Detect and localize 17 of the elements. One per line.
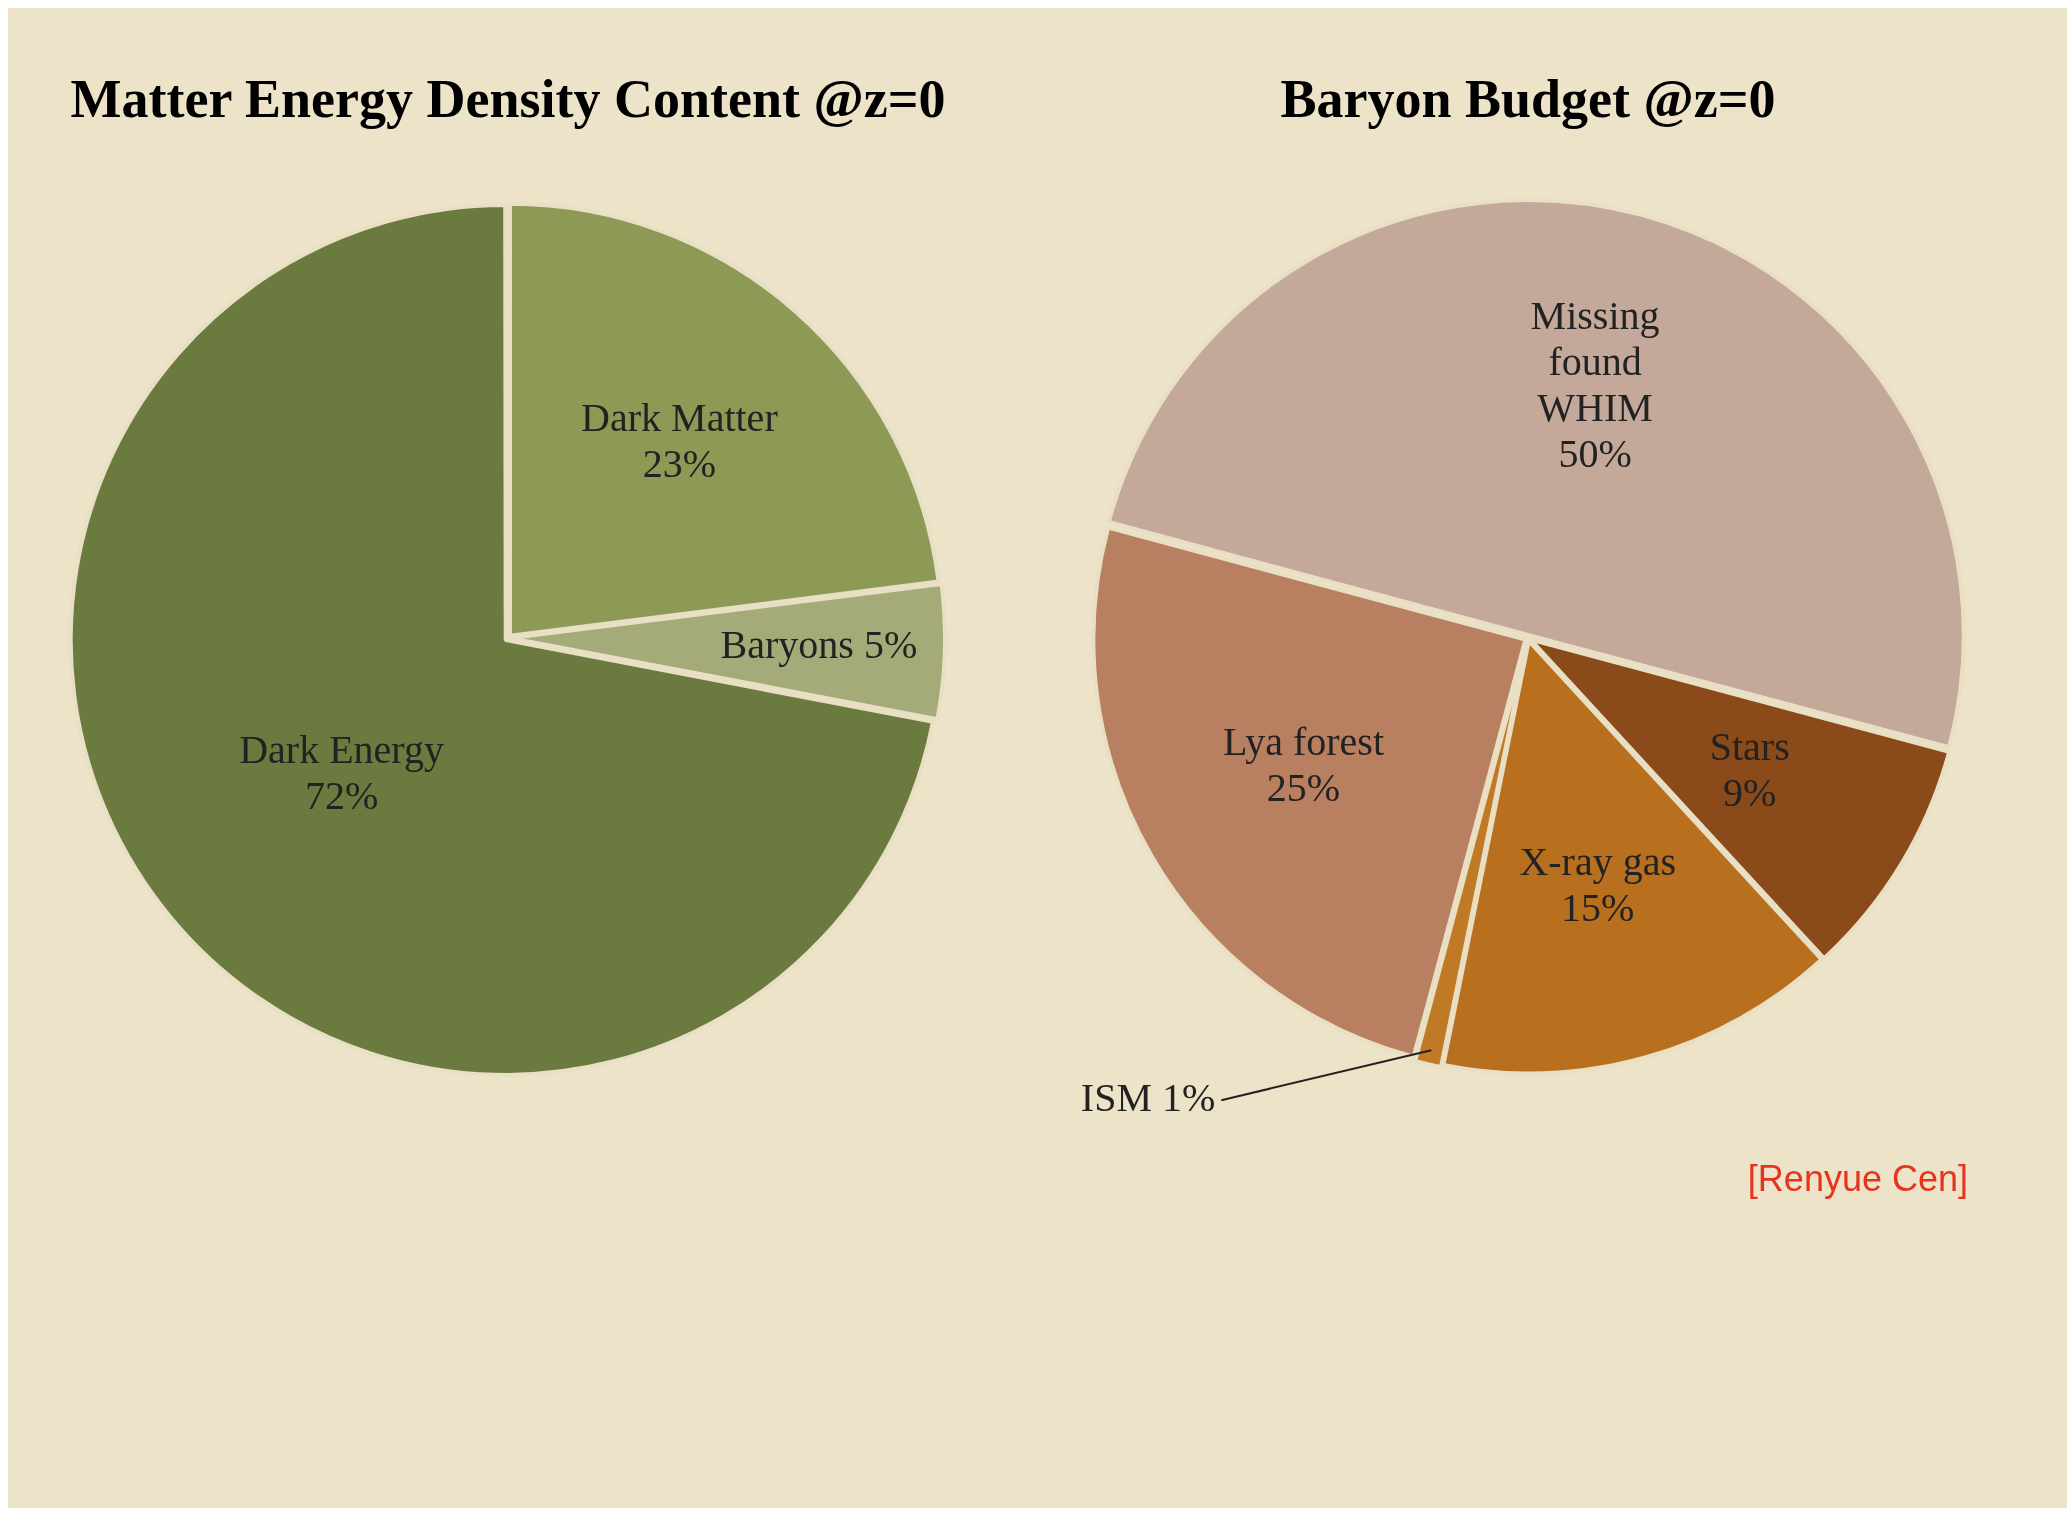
- slice-label: Lya forest: [1222, 719, 1385, 765]
- slice-label: Missing found WHIM: [1530, 293, 1660, 431]
- slice-label: X-ray gas: [1519, 839, 1677, 885]
- slice-label: ISM 1%: [1080, 1074, 1216, 1120]
- slice-label: Dark Energy: [239, 727, 444, 773]
- data-label: 50%: [1558, 431, 1632, 477]
- data-label: 25%: [1266, 765, 1341, 811]
- data-label: 23%: [642, 441, 717, 487]
- data-label: 72%: [304, 773, 379, 819]
- slice-label: Stars: [1709, 723, 1790, 769]
- chart-title: Matter Energy Density Content @z=0: [69, 68, 947, 131]
- data-label: 15%: [1561, 885, 1635, 931]
- chart-title: Baryon Budget @z=0: [1279, 68, 1777, 131]
- text: [Renyue Cen]: [1746, 1158, 1968, 1200]
- data-label: 9%: [1723, 769, 1777, 815]
- slice-label: Baryons 5%: [720, 622, 918, 668]
- slice-label: Dark Matter: [581, 395, 778, 441]
